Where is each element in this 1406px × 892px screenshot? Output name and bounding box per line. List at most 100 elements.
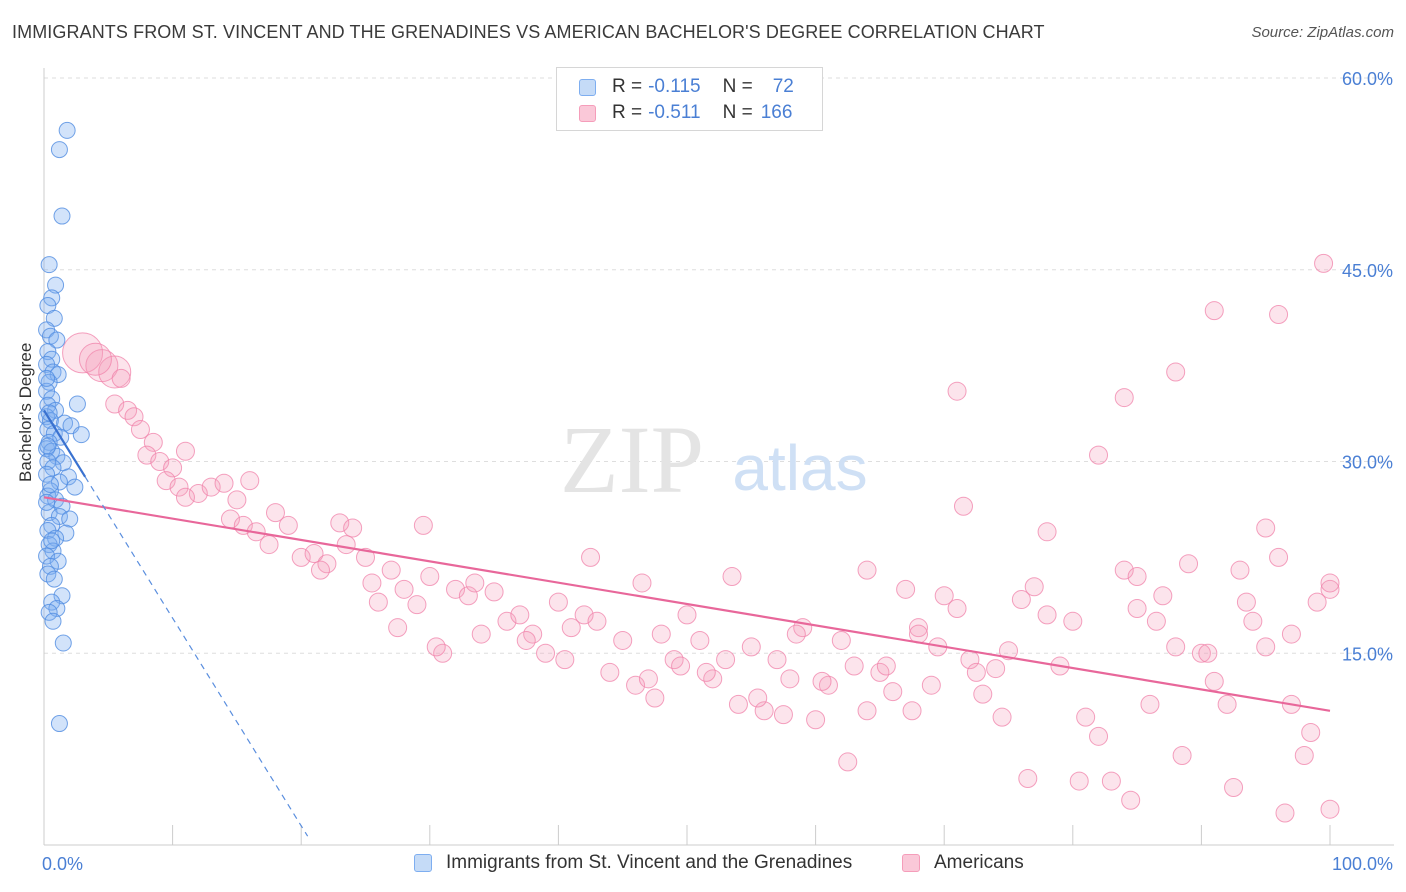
data-point: [304, 544, 324, 564]
x-tick-labels: 0.0% 100.0%: [42, 854, 1393, 874]
data-point: [555, 650, 575, 670]
series-americans: [62, 253, 1340, 823]
data-point: [986, 659, 1006, 679]
legend-row-americans: R = -0.511 N = 166: [579, 101, 792, 125]
legend-n-value: 166: [760, 102, 793, 123]
data-point: [310, 560, 330, 580]
data-point: [458, 586, 478, 606]
data-point: [1140, 694, 1160, 714]
legend-r-label: R =: [612, 102, 643, 123]
data-point: [1011, 590, 1031, 610]
data-point: [561, 618, 581, 638]
data-point: [536, 643, 556, 663]
data-point: [1076, 707, 1096, 727]
data-point: [426, 637, 446, 657]
legend-r-label: R =: [612, 76, 643, 97]
data-point: [214, 473, 234, 493]
data-point: [1037, 522, 1057, 542]
legend-n-label: N =: [722, 102, 753, 123]
data-point: [343, 518, 363, 538]
data-point: [1301, 723, 1321, 743]
data-point: [48, 331, 66, 349]
data-point: [690, 630, 710, 650]
data-point: [1127, 599, 1147, 619]
data-point: [124, 407, 144, 427]
data-point: [50, 141, 68, 159]
data-point: [336, 535, 356, 555]
data-point: [48, 600, 66, 618]
data-point: [50, 715, 68, 733]
data-point: [43, 532, 61, 550]
data-point: [57, 524, 75, 542]
data-point: [330, 513, 350, 533]
data-point: [163, 458, 183, 478]
data-point: [1281, 624, 1301, 644]
legend-swatch-immigrants: [579, 78, 596, 96]
data-point: [671, 656, 691, 676]
data-point: [72, 426, 90, 444]
data-point: [40, 256, 58, 274]
data-point: [1269, 304, 1289, 324]
legend-r-value: -0.511: [648, 102, 701, 123]
data-point: [896, 579, 916, 599]
data-point: [1236, 592, 1256, 612]
data-point: [786, 624, 806, 644]
data-point: [62, 332, 104, 374]
data-point: [632, 573, 652, 593]
data-point: [1172, 746, 1192, 766]
data-point: [510, 605, 530, 625]
data-point: [1320, 573, 1340, 593]
data-point: [484, 582, 504, 602]
legend-swatch-americans: [902, 854, 920, 872]
data-point: [471, 624, 491, 644]
chart-title: IMMIGRANTS FROM ST. VINCENT AND THE GREN…: [12, 22, 1045, 42]
legend-n-label: N =: [722, 76, 753, 97]
data-point: [722, 567, 742, 587]
data-point: [111, 368, 131, 388]
data-point: [1127, 567, 1147, 587]
trend-lines: [43, 409, 1331, 837]
data-point: [407, 595, 427, 615]
data-point: [1024, 577, 1044, 597]
data-point: [613, 630, 633, 650]
source-label: Source: ZipAtlas.com: [1251, 24, 1394, 41]
legend-stats: R = -0.115 N = 72 R = -0.511 N = 166: [556, 67, 823, 131]
data-point: [201, 477, 221, 497]
data-point: [1089, 726, 1109, 746]
data-point: [947, 599, 967, 619]
data-point: [38, 369, 56, 387]
data-point: [1101, 771, 1121, 791]
data-point: [1224, 777, 1244, 797]
data-point: [78, 342, 112, 376]
data-point: [838, 752, 858, 772]
data-point: [857, 560, 877, 580]
data-point: [39, 343, 57, 361]
data-point: [45, 570, 63, 588]
data-point: [992, 707, 1012, 727]
data-point: [921, 675, 941, 695]
data-point: [291, 547, 311, 567]
data-point: [1204, 301, 1224, 321]
data-point: [581, 547, 601, 567]
data-point: [1243, 611, 1263, 631]
data-point: [548, 592, 568, 612]
series-immigrants: [38, 121, 90, 733]
data-point: [716, 650, 736, 670]
y-axis-label: Bachelor's Degree: [16, 343, 36, 482]
data-point: [1314, 253, 1334, 273]
data-point: [902, 701, 922, 721]
data-point: [278, 515, 298, 535]
data-point: [1217, 694, 1237, 714]
data-point: [61, 510, 79, 528]
data-point: [356, 547, 375, 567]
data-point: [638, 669, 658, 689]
legend-r-value: -0.115: [648, 76, 701, 97]
data-point: [47, 276, 65, 294]
data-point: [40, 603, 58, 621]
data-point: [651, 624, 671, 644]
data-point: [44, 459, 62, 477]
data-point: [394, 579, 414, 599]
data-point: [66, 478, 84, 496]
data-point: [645, 688, 665, 708]
data-point: [806, 710, 826, 730]
